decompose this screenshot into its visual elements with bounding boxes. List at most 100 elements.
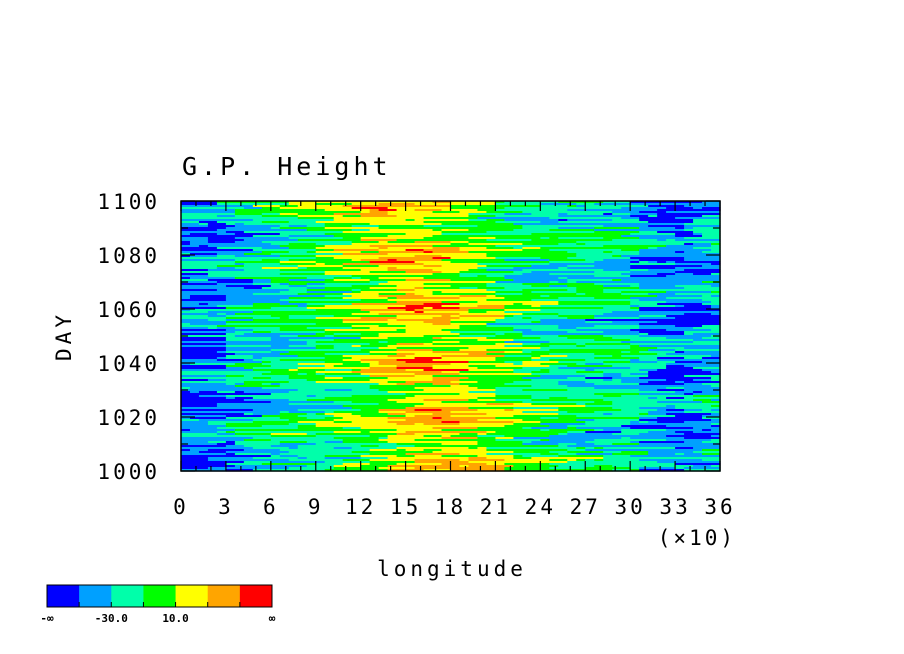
heatmap-cell [261, 251, 290, 254]
heatmap-cell [234, 441, 281, 444]
heatmap-cell [216, 205, 254, 208]
heatmap-cell [432, 343, 452, 346]
heatmap-cell [531, 397, 550, 400]
heatmap-cell [288, 315, 335, 318]
heatmap-cell [522, 431, 568, 434]
heatmap-cell [181, 401, 227, 404]
heatmap-cell [181, 311, 209, 314]
heatmap-cell [477, 367, 514, 370]
heatmap-cell [702, 207, 721, 210]
heatmap-cell [441, 281, 452, 284]
heatmap-cell [234, 385, 281, 388]
heatmap-cell [297, 425, 317, 428]
heatmap-cell [324, 357, 344, 360]
heatmap-cell [405, 355, 443, 358]
heatmap-cell [432, 245, 470, 248]
heatmap-cell [414, 327, 434, 330]
heatmap-cell [459, 287, 479, 290]
heatmap-cell [261, 257, 272, 260]
heatmap-cell [558, 281, 568, 284]
heatmap-cell [441, 441, 479, 444]
heatmap-cell [459, 383, 479, 386]
heatmap-cell [432, 367, 479, 370]
heatmap-cell [306, 395, 317, 398]
heatmap-cell [477, 401, 523, 404]
heatmap-cell [432, 291, 443, 294]
heatmap-cell [522, 313, 559, 316]
heatmap-cell [702, 235, 721, 238]
heatmap-cell [360, 403, 380, 406]
heatmap-cell [288, 403, 335, 406]
heatmap-cell [576, 419, 595, 422]
heatmap-cell [693, 263, 712, 266]
heatmap-cell [684, 349, 712, 352]
heatmap-cell [702, 449, 721, 452]
heatmap-cell [315, 413, 326, 416]
heatmap-cell [477, 417, 497, 420]
heatmap-cell [225, 399, 245, 402]
heatmap-cell [234, 277, 281, 280]
heatmap-cell [630, 423, 658, 426]
heatmap-cell [297, 437, 335, 440]
heatmap-cell [405, 243, 452, 246]
heatmap-cell [603, 447, 649, 450]
heatmap-cell [288, 339, 335, 342]
heatmap-cell [405, 201, 434, 204]
heatmap-cell [711, 245, 721, 248]
heatmap-cell [675, 381, 685, 384]
heatmap-cell [181, 397, 227, 400]
heatmap-cell [666, 235, 676, 238]
heatmap-cell [531, 427, 568, 430]
heatmap-cell [594, 283, 604, 286]
heatmap-cell [342, 355, 389, 358]
heatmap-cell [360, 369, 407, 372]
heatmap-cell [513, 421, 541, 424]
heatmap-cell [396, 441, 443, 444]
heatmap-cell [306, 341, 317, 344]
heatmap-cell [181, 305, 218, 308]
heatmap-cell [432, 431, 461, 434]
heatmap-cell [225, 345, 272, 348]
heatmap-cell [441, 389, 470, 392]
heatmap-cell [360, 427, 398, 430]
heatmap-cell [504, 205, 541, 208]
heatmap-cell [558, 367, 604, 370]
heatmap-cell [351, 419, 398, 422]
heatmap-cell [558, 227, 595, 230]
heatmap-cell [432, 307, 461, 310]
heatmap-cell [270, 309, 317, 312]
heatmap-cell [181, 361, 227, 364]
heatmap-cell [441, 429, 488, 432]
heatmap-cell [441, 409, 479, 412]
heatmap-cell [576, 257, 586, 260]
heatmap-cell [477, 451, 514, 454]
heatmap-cell [693, 451, 703, 454]
heatmap-cell [576, 371, 604, 374]
heatmap-cell [459, 329, 488, 332]
heatmap-cell [270, 393, 308, 396]
heatmap-cell [297, 363, 344, 366]
heatmap-cell [198, 419, 227, 422]
heatmap-cell [396, 301, 443, 304]
heatmap-cell [693, 341, 721, 344]
heatmap-cell [351, 447, 380, 450]
heatmap-cell [540, 319, 586, 322]
heatmap-cell [684, 327, 694, 330]
heatmap-cell [522, 419, 532, 422]
heatmap-cell [450, 205, 497, 208]
heatmap-cell [702, 295, 712, 298]
heatmap-cell [594, 297, 631, 300]
heatmap-cell [693, 465, 712, 468]
heatmap-cell [486, 349, 505, 352]
heatmap-cell [639, 305, 676, 308]
heatmap-cell [369, 453, 407, 456]
heatmap-cell [486, 353, 514, 356]
heatmap-cell [378, 209, 398, 212]
heatmap-cell [567, 389, 604, 392]
heatmap-cell [621, 379, 631, 382]
heatmap-cell [666, 385, 676, 388]
heatmap-cell [181, 219, 191, 222]
heatmap-cell [486, 231, 514, 234]
heatmap-cell [432, 417, 443, 420]
colorbar-swatch [143, 585, 177, 607]
